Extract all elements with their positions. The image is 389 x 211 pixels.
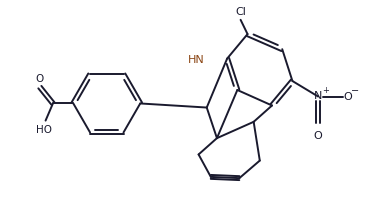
Text: +: + xyxy=(322,86,329,95)
Text: O: O xyxy=(314,131,322,141)
Text: −: − xyxy=(351,86,359,96)
Text: O: O xyxy=(343,92,352,101)
Text: O: O xyxy=(36,74,44,84)
Text: N: N xyxy=(314,91,322,101)
Text: HO: HO xyxy=(35,125,51,135)
Text: HN: HN xyxy=(188,55,205,65)
Text: Cl: Cl xyxy=(235,7,246,16)
